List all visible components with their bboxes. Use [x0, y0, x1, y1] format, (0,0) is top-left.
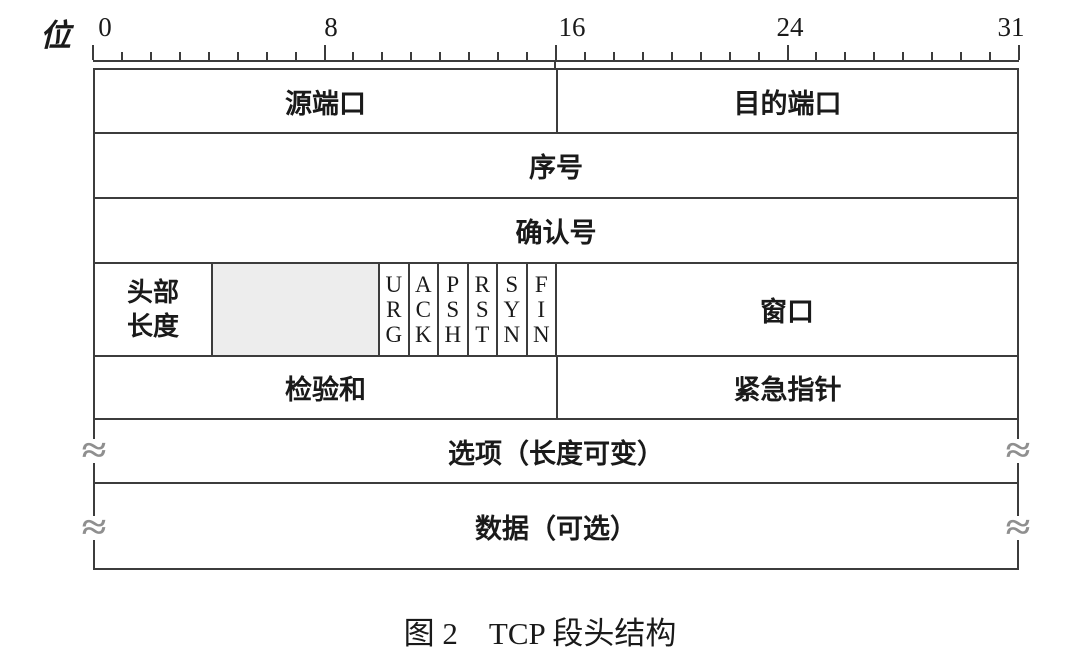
ruler-tick [555, 45, 557, 60]
ruler-tick [1018, 45, 1020, 60]
field-sequence-number: 序号 [529, 153, 583, 183]
ruler-label-8: 8 [324, 12, 338, 42]
field-urgent-pointer: 紧急指针 [556, 357, 1017, 418]
bit-unit-label: 位 [40, 18, 71, 53]
row-flags: 头部 长度 URG ACK PSH RST SYN FIN 窗口 [95, 262, 1017, 355]
ruler-tick [815, 52, 818, 60]
bit-ruler [92, 44, 1020, 62]
ruler-tick [323, 45, 326, 60]
ruler-tick [265, 52, 268, 60]
ruler-label-31: 31 [997, 12, 1025, 42]
row-sequence: 序号 [95, 132, 1017, 197]
ruler-tick [728, 52, 731, 60]
ruler-tick [583, 52, 586, 60]
field-ack-number: 确认号 [515, 218, 597, 248]
row-checksum: 检验和 紧急指针 [95, 355, 1017, 418]
field-reserved [211, 264, 378, 355]
ruler-tick [873, 52, 876, 60]
flag-psh-text: PSH [440, 272, 466, 347]
ruler-tick [612, 52, 615, 60]
ruler-tick [931, 52, 934, 60]
ruler-tick [989, 52, 992, 60]
break-mark-options-right: ≈ [996, 432, 1040, 468]
ruler-tick [410, 52, 413, 60]
flag-rst-text: RST [469, 272, 495, 347]
field-dest-port: 目的端口 [556, 70, 1017, 132]
field-data: 数据（可选） [475, 513, 637, 544]
header-field-grid: 源端口 目的端口 序号 确认号 头部 长度 URG ACK PSH RST SY… [93, 68, 1019, 570]
ruler-tick16-connector [554, 60, 556, 70]
ruler-tick [960, 52, 963, 60]
row-ports: 源端口 目的端口 [95, 70, 1017, 132]
ruler-tick [294, 52, 297, 60]
field-header-length: 头部 长度 [95, 264, 211, 355]
flag-fin-text: FIN [528, 272, 554, 347]
ruler-tick [120, 52, 123, 60]
field-window: 窗口 [555, 264, 1017, 355]
break-mark-data-left: ≈ [72, 509, 116, 545]
ruler-tick [757, 52, 760, 60]
ruler-tick [902, 52, 905, 60]
row-options: 选项（长度可变） [95, 418, 1017, 482]
row-data: 数据（可选） [95, 482, 1017, 568]
ruler-tick [786, 45, 789, 60]
ruler-label-0: 0 [98, 12, 112, 42]
flag-fin: FIN [525, 264, 556, 355]
ruler-label-24: 24 [776, 12, 804, 42]
break-mark-data-right: ≈ [996, 509, 1040, 545]
field-source-port: 源端口 [285, 88, 366, 119]
flag-syn: SYN [496, 264, 526, 355]
flag-rst: RST [466, 264, 497, 355]
row-ack: 确认号 [95, 197, 1017, 262]
ruler-tick [381, 52, 384, 60]
field-checksum: 检验和 [285, 375, 366, 405]
flag-ack-text: ACK [410, 272, 436, 347]
ruler-tick [641, 52, 644, 60]
flag-ack: ACK [407, 264, 438, 355]
flag-urg: URG [378, 264, 408, 355]
ruler-tick [844, 52, 847, 60]
ruler-tick [670, 52, 673, 60]
field-header-length-text: 头部 长度 [126, 277, 179, 341]
ruler-tick [149, 52, 152, 60]
ruler-tick [207, 52, 210, 60]
ruler-baseline [93, 60, 1019, 62]
ruler-tick [699, 52, 702, 60]
ruler-tick [468, 52, 471, 60]
break-mark-options-left: ≈ [72, 432, 116, 468]
ruler-tick [92, 45, 94, 60]
flag-urg-text: URG [381, 272, 407, 347]
ruler-tick [178, 52, 181, 60]
figure-caption: 图 2 TCP 段头结构 [403, 616, 677, 651]
ruler-tick [497, 52, 500, 60]
ruler-tick [236, 52, 239, 60]
flag-syn-text: SYN [499, 272, 525, 347]
ruler-tick [526, 52, 529, 60]
ruler-label-16: 16 [558, 12, 586, 42]
ruler-tick [439, 52, 442, 60]
ruler-tick [352, 52, 355, 60]
field-options: 选项（长度可变） [448, 438, 664, 469]
flag-psh: PSH [437, 264, 467, 355]
